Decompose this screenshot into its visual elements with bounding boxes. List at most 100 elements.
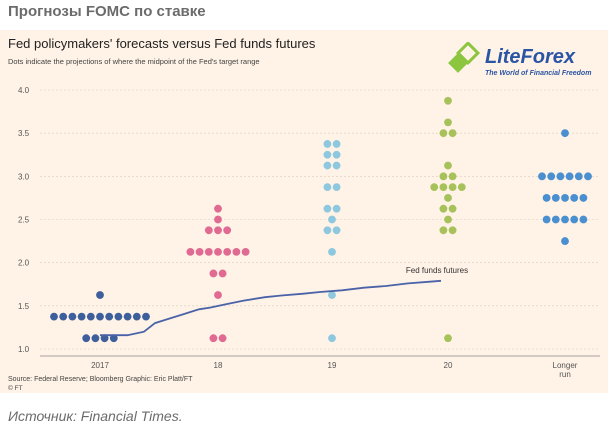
projection-dot <box>561 129 569 138</box>
liteforex-logo-icon <box>448 42 481 73</box>
projection-dot <box>214 204 222 213</box>
projection-dot <box>68 312 77 321</box>
chart-svg: 1.0 1.5 2.0 2.5 3.0 3.5 4.0 2017 18 19 20 Longer run… <box>18 86 600 379</box>
projection-dot <box>328 215 336 224</box>
projection-dot <box>538 172 546 181</box>
chart-title: Fed policymakers' forecasts versus Fed f… <box>8 36 316 51</box>
projection-dot <box>332 204 341 213</box>
projection-dot <box>214 247 222 256</box>
projection-dot <box>457 183 466 192</box>
x-tick-label: Longer run <box>553 361 578 379</box>
projection-dot <box>570 194 579 202</box>
projection-dot <box>223 226 232 235</box>
projection-dot <box>444 334 452 343</box>
chart-subtitle: Dots indicate the projections of where t… <box>8 57 260 66</box>
projection-dot <box>209 334 218 343</box>
projection-dot <box>561 237 569 245</box>
futures-label: Fed funds futures <box>406 266 468 275</box>
projection-dot <box>439 172 448 181</box>
projection-dot <box>186 247 195 256</box>
projection-dot <box>439 226 448 235</box>
projection-dot <box>584 172 592 181</box>
y-tick-label: 2.5 <box>18 216 30 225</box>
projection-dot <box>444 194 452 202</box>
projection-dot <box>570 215 579 224</box>
projection-dot <box>430 183 439 192</box>
projection-dot <box>542 194 551 202</box>
projection-dot <box>332 150 341 159</box>
projection-dot <box>96 312 104 321</box>
projection-dot <box>214 215 222 224</box>
chart-panel: 1.0 1.5 2.0 2.5 3.0 3.5 4.0 2017 18 19 20 Longer run… <box>0 30 608 393</box>
projection-dot <box>542 215 551 224</box>
projection-dot <box>241 247 250 256</box>
projection-dot <box>204 226 213 235</box>
projection-dot <box>114 312 123 321</box>
y-tick-label: 3.5 <box>18 129 30 138</box>
page-heading: Прогнозы FOMC по ставке <box>8 3 206 20</box>
projection-dot <box>323 183 332 192</box>
projection-dot <box>444 215 452 224</box>
chart-credit: © FT <box>8 385 23 392</box>
projection-dot <box>100 334 109 343</box>
projection-dot <box>223 247 232 256</box>
projection-dot <box>565 172 574 181</box>
projection-dot <box>214 291 222 299</box>
projection-dot <box>579 194 588 202</box>
projection-dot <box>123 312 132 321</box>
projection-dot <box>448 204 457 213</box>
projection-dot <box>328 291 336 299</box>
projection-dot <box>105 312 114 321</box>
projection-dot <box>551 215 560 224</box>
image-caption: Источник: Financial Times. <box>8 408 183 424</box>
projection-dot <box>332 183 341 192</box>
y-tick-label: 2.0 <box>18 259 30 268</box>
projection-dot <box>323 161 332 170</box>
projection-dot <box>214 226 222 235</box>
projection-dot <box>444 118 452 127</box>
projection-dot <box>204 247 213 256</box>
projection-dot <box>574 172 583 181</box>
projection-dot <box>547 172 556 181</box>
projection-dot <box>439 204 448 213</box>
projection-dot <box>232 247 241 256</box>
projection-dot <box>444 96 452 105</box>
projection-dot <box>96 291 104 299</box>
projection-dot <box>142 312 150 321</box>
y-tick-label: 3.0 <box>18 172 30 181</box>
projection-dot <box>86 312 95 321</box>
projection-dot <box>218 334 227 343</box>
projection-dot <box>50 312 58 321</box>
projection-dot <box>323 140 332 148</box>
projection-dot <box>82 334 91 343</box>
projection-dot <box>444 161 452 170</box>
projection-dot <box>328 334 336 343</box>
projection-dot <box>448 226 457 235</box>
x-tick-label: 19 <box>328 361 337 370</box>
projection-dot <box>448 129 457 138</box>
projection-dot <box>91 334 100 343</box>
logo-tagline: The World of Financial Freedom <box>485 70 592 77</box>
projection-dot <box>448 172 457 181</box>
projection-dot <box>448 183 457 192</box>
projection-dot <box>77 312 86 321</box>
projection-dot <box>195 247 204 256</box>
x-tick-label: 18 <box>214 361 223 370</box>
projection-dot <box>109 334 118 343</box>
projection-dot <box>439 183 448 192</box>
projection-dot <box>132 312 141 321</box>
x-tick-label: 2017 <box>91 361 109 370</box>
projection-dot <box>328 247 336 256</box>
y-tick-label: 1.0 <box>18 345 30 354</box>
projection-dot <box>551 194 560 202</box>
projection-dot <box>439 129 448 138</box>
projection-dot <box>561 194 569 202</box>
x-tick-label: 20 <box>444 361 453 370</box>
projection-dot <box>323 150 332 159</box>
futures-line <box>100 279 442 337</box>
brand-logo: LiteForex The World of Financial Freedom <box>448 38 598 86</box>
projection-dot <box>332 140 341 148</box>
y-tick-label: 1.5 <box>18 302 30 311</box>
projection-dot <box>556 172 565 181</box>
projection-dot <box>209 269 218 278</box>
